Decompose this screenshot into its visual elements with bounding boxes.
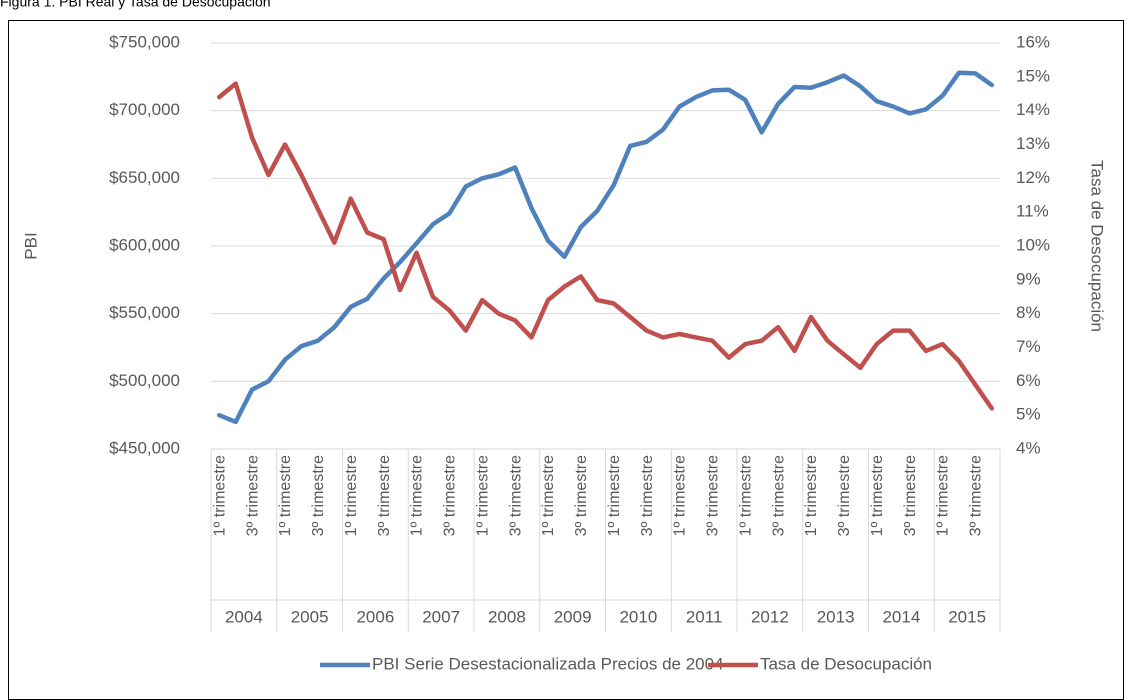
y-tick-label: $450,000 [109,438,180,457]
y2-tick-label: 5% [1016,405,1041,424]
x-tick-label: 3º trimestre [310,455,327,537]
x-tick-label: 1º trimestre [409,455,426,537]
y-tick-label: $500,000 [109,371,180,390]
y2-axis-title: Tasa de Desocupación [1088,160,1107,332]
x-tick-label: 1º trimestre [803,455,820,537]
y2-tick-label: 11% [1016,202,1049,221]
x-group-label: 2006 [356,607,394,626]
x-group-label: 2011 [686,607,723,626]
x-tick-label: 3º trimestre [244,455,261,537]
x-tick-label: 1º trimestre [672,455,689,537]
y2-tick-label: 10% [1016,235,1050,254]
x-tick-label: 3º trimestre [639,455,656,537]
x-tick-label: 3º trimestre [705,455,722,537]
x-group-label: 2010 [619,607,657,626]
x-group-label: 2014 [882,607,920,626]
y2-tick-label: 12% [1016,168,1050,187]
x-tick-label: 3º trimestre [442,455,459,537]
x-tick-label: 1º trimestre [474,455,491,537]
y-axis-title: PBI [21,232,40,259]
x-group-label: 2015 [948,607,986,626]
x-tick-label: 1º trimestre [277,455,294,537]
x-tick-label: 1º trimestre [737,455,754,537]
x-tick-label: 3º trimestre [770,455,787,537]
x-tick-label: 3º trimestre [376,455,393,537]
y2-tick-label: 9% [1016,269,1041,288]
x-group-label: 2005 [291,607,329,626]
y-tick-label: $550,000 [109,303,180,322]
x-tick-label: 1º trimestre [211,455,228,537]
y2-tick-label: 15% [1016,66,1050,85]
x-group-label: 2004 [225,607,263,626]
x-tick-label: 1º trimestre [540,455,557,537]
x-group-label: 2009 [554,607,592,626]
x-tick-label: 1º trimestre [343,455,360,537]
x-group-label: 2013 [817,607,855,626]
x-group-label: 2008 [488,607,526,626]
y-tick-label: $750,000 [109,32,180,51]
y2-tick-label: 4% [1016,438,1041,457]
x-tick-label: 3º trimestre [968,455,985,537]
x-tick-label: 3º trimestre [573,455,590,537]
y2-tick-label: 6% [1016,371,1041,390]
y2-tick-label: 13% [1016,134,1050,153]
x-group-label: 2012 [751,607,789,626]
y2-tick-label: 7% [1016,337,1041,356]
x-tick-label: 1º trimestre [869,455,886,537]
x-tick-label: 3º trimestre [902,455,919,537]
y2-tick-label: 8% [1016,303,1041,322]
legend-label: PBI Serie Desestacionalizada Precios de … [372,654,724,673]
y2-tick-label: 14% [1016,100,1050,119]
series-line [216,70,995,425]
x-tick-label: 1º trimestre [606,455,623,537]
figure-caption: Figura 1. PBI Real y Tasa de Desocupació… [0,0,271,10]
y2-tick-label: 16% [1016,32,1050,51]
y-tick-label: $650,000 [109,168,180,187]
y-tick-label: $600,000 [109,235,180,254]
x-group-label: 2007 [422,607,460,626]
y-tick-label: $700,000 [109,100,180,119]
x-tick-label: 3º trimestre [836,455,853,537]
x-tick-label: 3º trimestre [507,455,524,537]
series-line [216,81,995,411]
x-tick-label: 1º trimestre [935,455,952,537]
legend-label: Tasa de Desocupación [760,654,932,673]
